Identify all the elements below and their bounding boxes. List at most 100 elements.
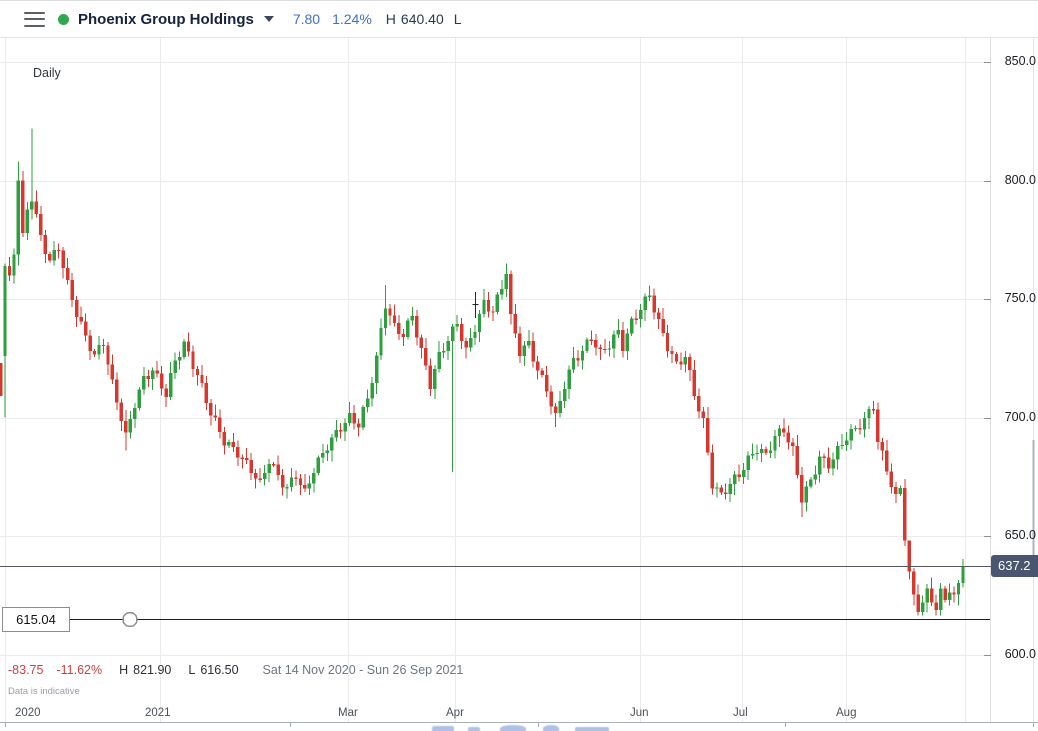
menu-icon bbox=[24, 24, 45, 27]
candle-body bbox=[334, 429, 338, 438]
chevron-down-icon[interactable] bbox=[263, 16, 274, 22]
candle-body bbox=[276, 464, 280, 476]
candle-body bbox=[509, 274, 513, 314]
candle-body bbox=[947, 592, 952, 601]
candle-body bbox=[352, 412, 356, 424]
candle-body bbox=[236, 446, 240, 458]
price-axis-label: 700.0 bbox=[1004, 409, 1036, 424]
candle-body bbox=[146, 376, 150, 380]
candle-body bbox=[401, 334, 406, 338]
candle-body bbox=[186, 341, 191, 352]
candle-body bbox=[594, 340, 598, 348]
candle-body bbox=[840, 444, 844, 447]
candle-body bbox=[625, 333, 629, 352]
candle-body bbox=[518, 333, 522, 356]
candlestick-chart[interactable] bbox=[0, 38, 1038, 731]
candle-body bbox=[316, 457, 321, 474]
candle-body bbox=[634, 318, 638, 320]
candle-body bbox=[764, 448, 768, 453]
candle-body bbox=[155, 370, 159, 374]
session-high-label: H bbox=[385, 11, 396, 27]
candle-body bbox=[549, 391, 553, 407]
candle-body bbox=[30, 201, 34, 210]
candle-body bbox=[706, 418, 710, 453]
time-axis-label: Jun bbox=[630, 707, 649, 719]
candle-body bbox=[437, 351, 441, 370]
timeframe-label: Daily bbox=[33, 66, 61, 80]
candle-body bbox=[115, 379, 119, 403]
candle-body bbox=[612, 334, 616, 349]
candle-body bbox=[835, 445, 840, 460]
candle-body bbox=[312, 473, 316, 484]
candle-body bbox=[562, 388, 567, 401]
candle-body bbox=[759, 448, 764, 453]
menu-button[interactable] bbox=[24, 11, 45, 27]
candle-body bbox=[862, 418, 867, 430]
candle-body bbox=[522, 345, 526, 356]
candle-body bbox=[446, 341, 450, 352]
candle-body bbox=[795, 446, 800, 476]
session-high-low: H 640.40 L bbox=[386, 11, 467, 27]
candle-body bbox=[585, 339, 589, 351]
candle-body bbox=[567, 369, 571, 389]
candle-body bbox=[142, 376, 146, 390]
candle-body bbox=[661, 318, 665, 334]
candle-body bbox=[809, 479, 813, 487]
candle-body bbox=[92, 351, 97, 355]
range-low: L 616.50 bbox=[188, 663, 238, 677]
range-change-percent: -11.62% bbox=[56, 663, 103, 677]
candle-body bbox=[701, 411, 706, 419]
range-low-value: 616.50 bbox=[200, 663, 239, 677]
candle-body bbox=[674, 354, 679, 362]
candle-body bbox=[813, 474, 817, 480]
candle-body bbox=[16, 180, 21, 255]
candle-body bbox=[925, 588, 929, 603]
level-line-label[interactable]: 615.04 bbox=[2, 606, 70, 632]
candle-body bbox=[271, 464, 276, 466]
candle-body bbox=[831, 459, 835, 469]
candle-body bbox=[258, 478, 262, 480]
candle-body bbox=[956, 583, 961, 595]
candle-body bbox=[916, 594, 920, 612]
candle-body bbox=[245, 457, 249, 460]
candle-body bbox=[450, 326, 455, 342]
candle-body bbox=[683, 356, 688, 365]
level-line-handle[interactable] bbox=[122, 611, 138, 628]
candle-body bbox=[849, 429, 853, 441]
candle-body bbox=[527, 340, 531, 346]
time-axis-label: Jul bbox=[733, 707, 748, 719]
data-indicative-note: Data is indicative bbox=[8, 686, 80, 697]
time-axis[interactable]: 2020 2021 Mar Apr Jun Jul Aug bbox=[0, 707, 1038, 723]
candle-body bbox=[500, 289, 504, 295]
candle-body bbox=[598, 347, 603, 349]
candle-body bbox=[750, 454, 755, 456]
candle-body bbox=[912, 571, 916, 595]
candle-body bbox=[83, 321, 88, 336]
candle-body bbox=[589, 339, 594, 341]
candle-body bbox=[200, 374, 204, 384]
candle-body bbox=[544, 374, 549, 392]
instrument-name[interactable]: Phoenix Group Holdings bbox=[78, 10, 254, 28]
time-axis-label: Mar bbox=[338, 707, 358, 719]
candle-body bbox=[339, 429, 343, 432]
candle-body bbox=[571, 357, 576, 370]
candle-body bbox=[388, 308, 392, 316]
candle-body bbox=[885, 450, 889, 472]
candle-body bbox=[383, 308, 388, 329]
candle-body bbox=[665, 333, 670, 352]
candle-body bbox=[79, 317, 83, 322]
candle-body bbox=[876, 409, 880, 443]
candle-body bbox=[768, 450, 773, 453]
candle-body bbox=[34, 201, 39, 215]
candle-body bbox=[491, 311, 495, 313]
scrollbar-thumb[interactable] bbox=[1032, 440, 1035, 556]
candle-body bbox=[231, 441, 236, 447]
session-high-value: 640.40 bbox=[400, 11, 444, 27]
candle-body bbox=[321, 452, 325, 458]
range-high-value: 821.90 bbox=[133, 663, 172, 677]
candle-body bbox=[558, 400, 562, 414]
candle-body bbox=[195, 369, 200, 375]
price-axis-label: 750.0 bbox=[1004, 291, 1036, 305]
candle-body bbox=[867, 409, 871, 419]
candle-body bbox=[65, 267, 70, 281]
